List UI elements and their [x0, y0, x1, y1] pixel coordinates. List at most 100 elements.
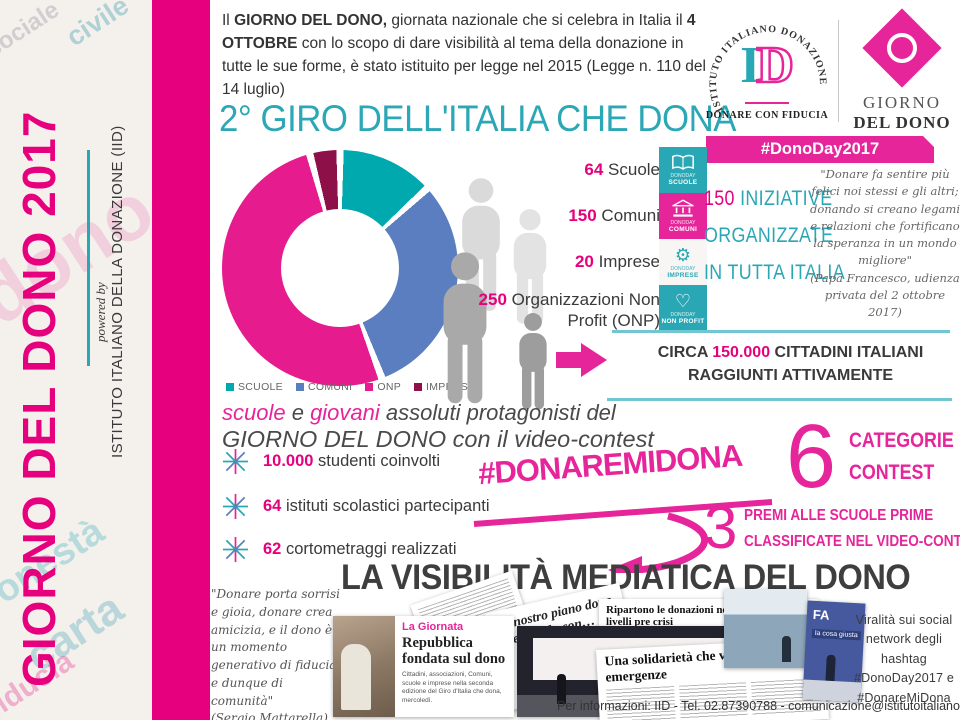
quote-attribution: (Papa Francesco, udienza privata del 2 o…: [810, 270, 960, 320]
donut-chart: [222, 150, 458, 386]
quote-text: "Donare porta sorrisi e gioia, donare cr…: [211, 587, 341, 708]
monogram-d: D: [755, 37, 795, 94]
person-silhouette-icon: [782, 636, 791, 662]
divider-line: [612, 330, 950, 333]
iniziative-callout: 150 INIZIATIVE ORGANIZZATE IN TUTTA ITAL…: [704, 180, 845, 291]
pink-stripe: [152, 0, 210, 720]
tv-screenshot-talk: [724, 589, 807, 668]
text: e: [285, 400, 311, 425]
newspaper-clipping-giornata: La Giornata Repubblica fondata sul dono …: [333, 616, 514, 717]
pope-photo: [333, 616, 395, 717]
premi-number: 3: [704, 494, 738, 561]
intro-bold: GIORNO DEL DONO,: [234, 12, 388, 29]
iid-logo: ISTITUTO ITALIANO DONAZIONE ID DONARE CO…: [703, 10, 831, 134]
watermark-word: civile: [61, 0, 135, 53]
badge-tiny-label: DONODAY: [670, 265, 696, 272]
iniziative-line3: IN TUTTA ITALIA: [704, 261, 845, 284]
contest-stat-cortometraggi: 62 cortometraggi realizzati: [222, 536, 457, 563]
reach-text: CIRCA: [657, 344, 713, 361]
iid-arc-text: ISTITUTO ITALIANO DONAZIONE: [708, 24, 827, 114]
badge-scuole: DONODAY SCUOLE: [659, 147, 707, 193]
stat-value: 20: [574, 252, 594, 271]
stat-value: 64: [584, 160, 604, 179]
gears-icon: ⚙: [674, 244, 692, 265]
highlight-word: scuole: [222, 400, 286, 425]
iniziative-number: 150: [704, 187, 735, 210]
social-virality-note: Viralità sui social network degli hashta…: [853, 613, 955, 705]
clipping-kicker: La Giornata: [402, 621, 464, 633]
stat-imprese: 20 Imprese: [455, 252, 660, 272]
iniziative-line2: ORGANIZZATE: [704, 224, 834, 247]
quote-mattarella: "Donare porta sorrisi e gioia, donare cr…: [211, 586, 341, 720]
legend-item: SCUOLE: [226, 381, 283, 393]
iniziative-line1: INIZIATIVE: [734, 187, 833, 210]
page-title: 2° GIRO DELL'ITALIA CHE DONA: [219, 98, 736, 139]
stat-value: 150: [568, 206, 597, 225]
divider-line: [745, 102, 789, 104]
intro-text: giornata nazionale che si celebra in Ita…: [387, 12, 687, 29]
stat-comuni: 150 Comuni: [455, 206, 660, 226]
bank-icon: [672, 199, 694, 217]
legend-label: ONP: [377, 381, 402, 393]
contest-stat-istituti: 64 istituti scolastici partecipanti: [222, 493, 490, 520]
text: assoluti protagonisti del: [379, 400, 616, 425]
highlight-word: giovani: [310, 400, 380, 425]
right-arrow-icon: [581, 343, 607, 377]
iid-tagline: DONARE CON FIDUCIA: [705, 110, 829, 121]
organization-name-vertical: ISTITUTO ITALIANO DELLA DONAZIONE (IID): [109, 125, 126, 458]
legend-swatch: [414, 383, 423, 391]
reach-number: 150.000: [712, 344, 771, 361]
person-silhouette-icon: [825, 654, 836, 690]
legend-swatch: [295, 383, 304, 391]
giorno-del-dono-logo: GIORNO DEL DONO: [846, 8, 958, 134]
legend-label: SCUOLE: [238, 381, 283, 393]
categorie-label: CATEGORIE: [849, 429, 954, 452]
badge-label: NON PROFIT: [661, 317, 705, 325]
badge-label: SCUOLE: [668, 179, 698, 186]
stat-scuole: 64 Scuole: [455, 160, 660, 180]
badge-tiny-label: DONODAY: [670, 173, 696, 179]
right-arrow-icon: [556, 352, 581, 368]
contest-stat-studenti: 10.000 studenti coinvolti: [222, 448, 440, 475]
section-title-visibilita: LA VISIBILITÀ MEDIATICA DEL DONO: [341, 558, 911, 597]
intro-paragraph: Il GIORNO DEL DONO, giornata nazionale c…: [222, 10, 714, 102]
quote-text: "Donare fa sentire più felici noi stessi…: [810, 167, 960, 268]
badge-label: COMUNI: [668, 226, 698, 233]
categorie-number: 6: [786, 407, 837, 507]
donoday-hashtag-banner: #DonoDay2017: [706, 136, 934, 163]
premi-label: CLASSIFICATE NEL VIDEO-CONTEST: [744, 533, 960, 550]
book-icon: [672, 154, 694, 170]
diamond-knot-icon: [862, 8, 942, 88]
monogram-i: I: [740, 37, 761, 94]
legend-item: COMUNI: [295, 381, 353, 393]
legend-swatch: [365, 383, 374, 391]
gdd-logo-line2: DEL DONO: [853, 113, 951, 132]
stat-value: 10.000: [263, 452, 314, 470]
left-sidebar: sociale civile dono onestà carta fiducia…: [0, 0, 152, 720]
protagonisti-statement: scuole e giovani assoluti protagonisti d…: [222, 400, 654, 453]
stat-label: istituti scolastici partecipanti: [281, 497, 490, 515]
star-asterisk-icon: [222, 448, 249, 475]
clipping-body: Cittadini, associazioni, Comuni, scuole …: [402, 671, 502, 704]
footer-email[interactable]: comunicazione@istitutoitalianodonazione.…: [788, 699, 960, 713]
iid-monogram: ID: [703, 37, 831, 94]
quote-attribution: (Sergio Mattarella): [211, 711, 328, 720]
star-asterisk-icon: [222, 493, 249, 520]
legend-label: COMUNI: [307, 381, 353, 393]
stat-label: studenti coinvolti: [313, 452, 441, 470]
star-asterisk-icon: [222, 536, 249, 563]
legend-item: ONP: [365, 381, 401, 393]
gdd-logo-line1: GIORNO: [862, 93, 942, 112]
intro-text: con lo scopo di dare visibilità al tema …: [222, 34, 706, 98]
stat-value: 62: [263, 540, 282, 558]
premi-label: PREMI ALLE SCUOLE PRIME: [744, 507, 934, 524]
text: GIORNO DEL DONO con il video-contest: [222, 426, 654, 452]
stat-label: Scuole: [603, 160, 660, 179]
stat-label: Organizzazioni Non Profit (ONP): [506, 290, 660, 331]
powered-by-label: powered by: [93, 282, 108, 342]
reach-statement: CIRCA 150.000 CITTADINI ITALIANI RAGGIUN…: [628, 341, 953, 387]
badge-tiny-label: DONODAY: [670, 220, 696, 226]
footer-contact: Per informazioni: IID - Tel. 02.87390788…: [557, 699, 960, 713]
badge-tiny-label: DONODAY: [670, 311, 696, 318]
